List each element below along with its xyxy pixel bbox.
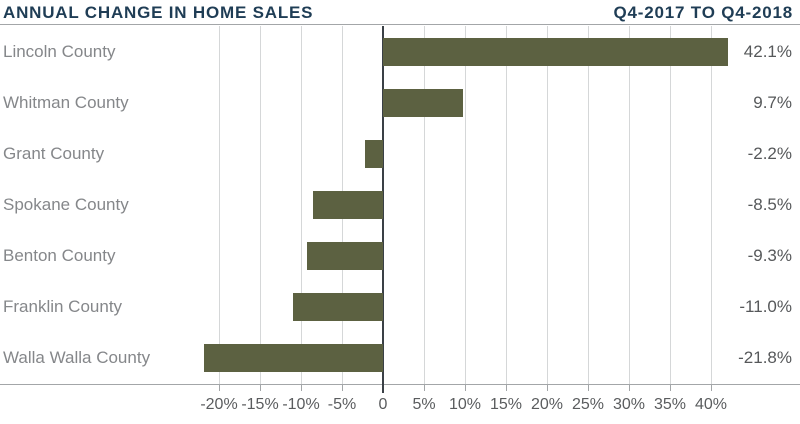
axis-tick-label: -5% [327,396,357,413]
axis-tick [670,385,671,391]
value-label: 42.1% [743,41,792,61]
axis-tick [711,385,712,391]
gridline [465,26,466,384]
chart-header: ANNUAL CHANGE IN HOME SALES Q4-2017 TO Q… [0,0,800,25]
axis-tick-label: 35% [653,396,687,413]
gridline [260,26,261,384]
gridline [711,26,712,384]
axis-tick [629,385,630,391]
category-label: Grant County [3,143,105,163]
category-label: Franklin County [3,297,123,317]
bar [313,191,383,219]
category-label: Whitman County [3,92,129,112]
gridline [547,26,548,384]
bar [204,344,383,373]
bar [292,293,383,322]
gridline [424,26,425,384]
bar [383,37,729,66]
value-label: -9.3% [747,246,792,266]
gridline [629,26,630,384]
x-axis-line [0,384,800,385]
axis-tick [547,385,548,391]
gridline [588,26,589,384]
bar [306,242,383,271]
gridline [301,26,302,384]
chart-title: ANNUAL CHANGE IN HOME SALES [3,3,314,22]
axis-tick-label: 15% [489,396,523,413]
axis-tick-label: 20% [530,396,564,413]
axis-tick-label: 5% [412,396,436,413]
axis-tick-label: 40% [694,396,728,413]
axis-tick [588,385,589,391]
category-label: Benton County [3,246,116,266]
chart-period-label: Q4-2017 TO Q4-2018 [613,3,793,22]
value-label: -2.2% [747,143,792,163]
axis-tick-label: -20% [200,396,238,413]
category-label: Lincoln County [3,41,116,61]
axis-tick [219,385,220,391]
axis-tick-label: 0 [378,396,388,413]
gridline [506,26,507,384]
axis-tick-label: 25% [571,396,605,413]
gridline [219,26,220,384]
category-label: Spokane County [3,195,129,214]
axis-tick [506,385,507,391]
axis-tick [342,385,343,391]
value-label: -21.8% [738,348,792,368]
axis-tick [424,385,425,391]
axis-tick-label: 30% [612,396,646,413]
gridline [670,26,671,384]
value-label: -8.5% [747,195,792,214]
axis-tick [260,385,261,391]
zero-axis-line [382,26,384,393]
axis-tick-label: -10% [282,396,320,413]
axis-tick-label: -15% [241,396,279,413]
axis-tick-label: 10% [448,396,482,413]
value-label: -11.0% [739,297,792,317]
axis-tick [465,385,466,391]
axis-tick [301,385,302,391]
value-label: 9.7% [753,92,792,112]
bar [383,88,463,117]
category-label: Walla Walla County [3,348,151,368]
bar [364,139,383,168]
